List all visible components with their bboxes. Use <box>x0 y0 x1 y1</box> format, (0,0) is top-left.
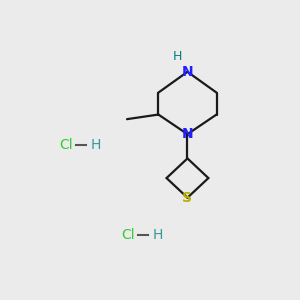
Text: N: N <box>182 65 193 79</box>
Text: H: H <box>91 138 101 152</box>
Text: N: N <box>182 127 193 141</box>
Text: Cl: Cl <box>121 228 135 242</box>
Text: H: H <box>153 228 163 242</box>
Text: S: S <box>182 191 193 205</box>
Text: H: H <box>172 50 182 63</box>
Text: Cl: Cl <box>60 138 73 152</box>
